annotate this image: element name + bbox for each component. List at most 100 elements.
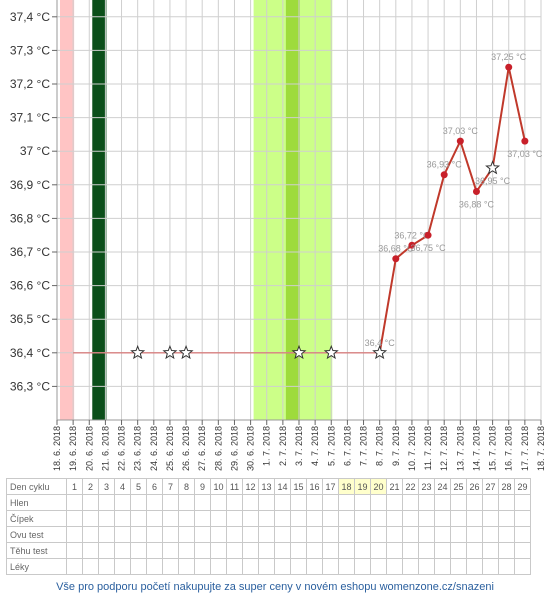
x-tick-label: 27. 6. 2018 bbox=[197, 426, 207, 471]
cycle-band bbox=[92, 0, 107, 420]
day-cell bbox=[466, 542, 483, 559]
temperature-point bbox=[408, 241, 416, 249]
day-cell bbox=[242, 526, 259, 543]
day-cell bbox=[130, 526, 147, 543]
day-number-cell: 17 bbox=[322, 478, 339, 495]
y-tick-label: 36,3 °C bbox=[10, 379, 50, 393]
day-cell bbox=[242, 558, 259, 575]
value-label: 37,03 °C bbox=[443, 126, 479, 136]
day-cell bbox=[274, 558, 291, 575]
day-number-cell: 15 bbox=[290, 478, 307, 495]
day-cell bbox=[418, 526, 435, 543]
star-marker bbox=[130, 344, 146, 360]
day-cell bbox=[434, 510, 451, 527]
x-tick-label: 16. 7. 2018 bbox=[504, 426, 514, 471]
star-marker bbox=[323, 344, 339, 360]
cycle-band bbox=[60, 0, 75, 420]
y-tick-label: 37,1 °C bbox=[10, 111, 50, 125]
x-tick-label: 14. 7. 2018 bbox=[471, 426, 481, 471]
y-tick-label: 36,4 °C bbox=[10, 346, 50, 360]
y-tick-label: 36,9 °C bbox=[10, 178, 50, 192]
x-tick-label: 20. 6. 2018 bbox=[84, 426, 94, 471]
x-tick-label: 11. 7. 2018 bbox=[423, 426, 433, 470]
day-cell bbox=[354, 510, 371, 527]
y-tick-label: 37 °C bbox=[20, 144, 50, 158]
day-cell bbox=[386, 558, 403, 575]
cycle-table: Den cyklu 1 2 3 4 5 6 7 8 9 10 11 12 13 14 15 16 17 18 19 20… bbox=[6, 478, 531, 575]
day-cell bbox=[242, 510, 259, 527]
day-cell bbox=[114, 494, 131, 511]
day-cell bbox=[226, 494, 243, 511]
day-cell bbox=[130, 558, 147, 575]
day-cell bbox=[498, 558, 515, 575]
x-tick-label: 30. 6. 2018 bbox=[246, 426, 256, 471]
day-cell bbox=[482, 494, 499, 511]
day-cell bbox=[354, 558, 371, 575]
x-tick-label: 10. 7. 2018 bbox=[407, 426, 417, 471]
day-cell bbox=[434, 558, 451, 575]
day-cell bbox=[322, 542, 339, 559]
day-cell bbox=[322, 526, 339, 543]
row-label: Těhu test bbox=[6, 542, 67, 559]
value-label: 36,93 °C bbox=[427, 160, 463, 170]
day-cell bbox=[498, 494, 515, 511]
day-cell bbox=[514, 542, 531, 559]
day-number-cell: 5 bbox=[130, 478, 147, 495]
day-cell bbox=[338, 542, 355, 559]
day-cell bbox=[130, 494, 147, 511]
day-number-cell: 3 bbox=[98, 478, 115, 495]
y-tick-label: 37,2 °C bbox=[10, 77, 50, 91]
day-cell bbox=[386, 526, 403, 543]
day-cell bbox=[226, 542, 243, 559]
day-cell bbox=[418, 510, 435, 527]
value-label: 36,4 °C bbox=[365, 338, 396, 348]
day-cell bbox=[210, 494, 227, 511]
day-cell bbox=[418, 542, 435, 559]
x-tick-label: 1. 7. 2018 bbox=[262, 426, 272, 466]
day-cell bbox=[322, 494, 339, 511]
day-cell bbox=[482, 526, 499, 543]
day-cell bbox=[386, 542, 403, 559]
day-cell bbox=[290, 558, 307, 575]
day-number-cell: 14 bbox=[274, 478, 291, 495]
x-tick-label: 23. 6. 2018 bbox=[133, 426, 143, 471]
day-cell bbox=[386, 510, 403, 527]
star-marker bbox=[162, 344, 178, 360]
day-cell bbox=[498, 526, 515, 543]
y-tick-label: 36,5 °C bbox=[10, 312, 50, 326]
day-cell bbox=[338, 558, 355, 575]
temperature-point bbox=[440, 171, 448, 179]
day-cell bbox=[178, 526, 195, 543]
day-cell bbox=[146, 558, 163, 575]
x-tick-label: 6. 7. 2018 bbox=[342, 426, 352, 466]
cycle-table-container: Den cyklu 1 2 3 4 5 6 7 8 9 10 11 12 13 14 15 16 17 18 19 20… bbox=[6, 478, 531, 575]
footer-promo: Vše pro podporu početí nakupujte za supe… bbox=[0, 581, 550, 593]
day-cell bbox=[178, 510, 195, 527]
footer-link[interactable]: Vše pro podporu početí nakupujte za supe… bbox=[56, 581, 494, 593]
day-cell bbox=[98, 558, 115, 575]
x-tick-label: 5. 7. 2018 bbox=[326, 426, 336, 466]
star-marker bbox=[485, 160, 501, 175]
grid bbox=[56, 0, 542, 421]
day-cell bbox=[370, 558, 387, 575]
day-number-cell: 22 bbox=[402, 478, 419, 495]
day-cell bbox=[418, 494, 435, 511]
y-tick-label: 36,6 °C bbox=[10, 279, 50, 293]
day-cell bbox=[114, 526, 131, 543]
day-cell bbox=[162, 558, 179, 575]
day-number-cell: 7 bbox=[162, 478, 179, 495]
x-tick-label: 17. 7. 2018 bbox=[520, 426, 530, 471]
day-number-cell: 11 bbox=[226, 478, 243, 495]
day-cell bbox=[258, 510, 275, 527]
day-cell bbox=[354, 542, 371, 559]
day-cell bbox=[482, 542, 499, 559]
x-tick-label: 8. 7. 2018 bbox=[375, 426, 385, 466]
day-cell bbox=[226, 526, 243, 543]
day-number-cell: 20 bbox=[370, 478, 387, 495]
value-label: 36,75 °C bbox=[411, 243, 447, 253]
day-cell bbox=[162, 526, 179, 543]
day-cell bbox=[370, 494, 387, 511]
y-tick-label: 37,3 °C bbox=[10, 43, 50, 57]
day-cell bbox=[370, 510, 387, 527]
temperature-point bbox=[456, 137, 464, 145]
